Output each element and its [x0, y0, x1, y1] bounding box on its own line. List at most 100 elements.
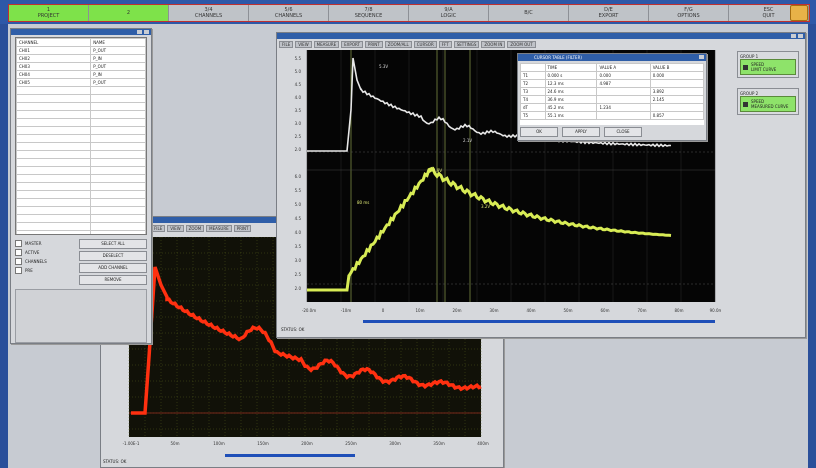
table-row[interactable] — [16, 214, 146, 223]
table-row[interactable] — [16, 102, 146, 111]
toolbar-button[interactable]: ZOOM OUT — [507, 41, 536, 48]
table-row[interactable] — [16, 150, 146, 159]
table-row[interactable] — [16, 158, 146, 167]
taskbar-button-6[interactable]: B/C — [489, 5, 569, 21]
option-row[interactable]: CHANNELS — [15, 257, 75, 266]
column-header[interactable] — [520, 63, 546, 72]
taskbar-button-0[interactable]: 1 PROJECT — [9, 5, 89, 21]
option-row[interactable]: MASTER — [15, 239, 75, 248]
table-row[interactable] — [16, 86, 146, 95]
toolbar-button[interactable]: ZOOM IN — [481, 41, 506, 48]
checkbox[interactable] — [15, 240, 22, 247]
table-row[interactable]: CH05 P_OUT — [16, 78, 146, 87]
taskbar-button-8[interactable]: F/G OPTIONS — [649, 5, 729, 21]
option-row[interactable]: PRE — [15, 266, 75, 275]
main-x-tick: 90.0m — [710, 308, 721, 313]
taskbar-button-4[interactable]: 7/8 SEQUENCE — [329, 5, 409, 21]
minimize-icon[interactable] — [137, 30, 142, 34]
main-scrollbar[interactable] — [363, 320, 715, 323]
table-row[interactable] — [16, 198, 146, 207]
cursor-dialog-button[interactable]: CLOSE — [604, 127, 642, 137]
close-icon[interactable] — [144, 30, 149, 34]
table-row[interactable]: CH03 P_OUT — [16, 62, 146, 71]
toolbar-button[interactable]: VIEW — [295, 41, 312, 48]
main-window-titlebar[interactable] — [277, 33, 805, 39]
cursor-dialog-button[interactable]: APPLY — [562, 127, 600, 137]
table-row[interactable] — [16, 190, 146, 199]
table-row[interactable]: T5 55.1 ms 0.857 — [520, 111, 704, 120]
table-cell — [16, 110, 92, 119]
table-row[interactable] — [16, 222, 146, 231]
table-cell — [90, 230, 146, 234]
table-row[interactable] — [16, 118, 146, 127]
yellow-y-tick: 3.0 — [295, 258, 302, 263]
table-cell — [16, 182, 92, 191]
toolbar-button[interactable]: SETTINGS — [453, 41, 480, 48]
legend-entry[interactable]: SPEED LIMIT CURVE — [740, 59, 796, 75]
table-row[interactable]: CH02 P_IN — [16, 54, 146, 63]
channel-action-button[interactable]: REMOVE — [79, 275, 147, 285]
column-header[interactable]: TIME — [544, 63, 598, 72]
toolbar-button[interactable]: PRINT — [233, 225, 252, 232]
column-header[interactable]: NAME — [90, 38, 146, 47]
toolbar-button[interactable]: CURSOR — [413, 41, 437, 48]
toolbar-button[interactable]: ZOOM/ALL — [384, 41, 412, 48]
channel-action-button[interactable]: DESELECT — [79, 251, 147, 261]
table-row[interactable]: T2 12.3 ms 4.987 — [520, 79, 704, 88]
column-header[interactable]: CHANNEL — [16, 38, 92, 47]
table-row[interactable] — [16, 182, 146, 191]
cursor-table-dialog[interactable]: CURSOR TABLE (FILTER) TIME VALUE A VALUE B… — [517, 53, 707, 141]
taskbar-button-label: 9/A — [444, 7, 453, 13]
close-icon[interactable] — [699, 55, 704, 59]
taskbar-button-7[interactable]: D/E EXPORT — [569, 5, 649, 21]
table-row[interactable] — [16, 94, 146, 103]
table-row[interactable] — [16, 134, 146, 143]
table-row[interactable]: CH04 P_IN — [16, 70, 146, 79]
checkbox[interactable] — [15, 258, 22, 265]
checkbox[interactable] — [15, 267, 22, 274]
table-row[interactable] — [16, 110, 146, 119]
checkbox[interactable] — [15, 249, 22, 256]
toolbar-button[interactable]: MEASURE — [313, 41, 340, 48]
close-icon[interactable] — [798, 34, 803, 38]
toolbar-button[interactable]: FFT — [438, 41, 452, 48]
channel-window-titlebar[interactable] — [11, 29, 151, 35]
maximize-icon[interactable] — [791, 34, 796, 38]
table-row[interactable] — [16, 142, 146, 151]
table-cell: CH04 — [16, 70, 92, 79]
table-row[interactable]: CH01 P_OUT — [16, 46, 146, 55]
cursor-dialog-button[interactable]: OK — [520, 127, 558, 137]
lower-scrollbar[interactable] — [225, 454, 355, 457]
taskbar-button-5[interactable]: 9/A LOGIC — [409, 5, 489, 21]
taskbar-button-9[interactable]: ESC QUIT — [729, 5, 809, 21]
toolbar-button[interactable]: ZOOM — [185, 225, 205, 232]
toolbar-button[interactable]: FILE — [279, 41, 294, 48]
toolbar-button[interactable]: FILE — [151, 225, 166, 232]
table-row[interactable] — [16, 174, 146, 183]
channel-action-button[interactable]: ADD CHANNEL — [79, 263, 147, 273]
toolbar-button[interactable]: MEASURE — [206, 225, 232, 232]
channel-action-button[interactable]: SELECT ALL — [79, 239, 147, 249]
taskbar-button-3[interactable]: 5/6 CHANNELS — [249, 5, 329, 21]
taskbar-button-2[interactable]: 3/4 CHANNELS — [169, 5, 249, 21]
table-row[interactable]: T3 24.6 ms 3.892 — [520, 87, 704, 96]
column-header[interactable]: VALUE A — [596, 63, 651, 72]
toolbar-button[interactable]: VIEW — [167, 225, 184, 232]
taskbar-button-1[interactable]: 2 — [89, 5, 169, 21]
table-row[interactable] — [16, 230, 146, 234]
table-row[interactable]: dT 45.2 ms 1.234 — [520, 103, 704, 112]
toolbar-button[interactable]: EXPORT — [341, 41, 363, 48]
table-row[interactable] — [16, 166, 146, 175]
column-header[interactable]: VALUE B — [649, 63, 704, 72]
main-scope-window[interactable]: FILE VIEW MEASURE EXPORT PRINT ZOOM/ALL CURSOR… — [276, 32, 806, 338]
toolbar-button[interactable]: PRINT — [364, 41, 383, 48]
table-row[interactable]: T1 0.000 s 0.000 0.000 — [520, 71, 704, 80]
table-cell — [16, 158, 92, 167]
table-row[interactable] — [16, 206, 146, 215]
table-row[interactable]: T4 36.9 ms 2.145 — [520, 95, 704, 104]
channel-list-window[interactable]: CHANNEL NAME CH01 P_OUT CH02 P_IN CH03 P_OUT CH0… — [10, 28, 152, 344]
cursor-dialog-titlebar[interactable]: CURSOR TABLE (FILTER) — [518, 54, 706, 61]
table-row[interactable] — [16, 126, 146, 135]
legend-entry[interactable]: SPEED MEASURED CURVE — [740, 96, 796, 112]
option-row[interactable]: ACTIVE — [15, 248, 75, 257]
